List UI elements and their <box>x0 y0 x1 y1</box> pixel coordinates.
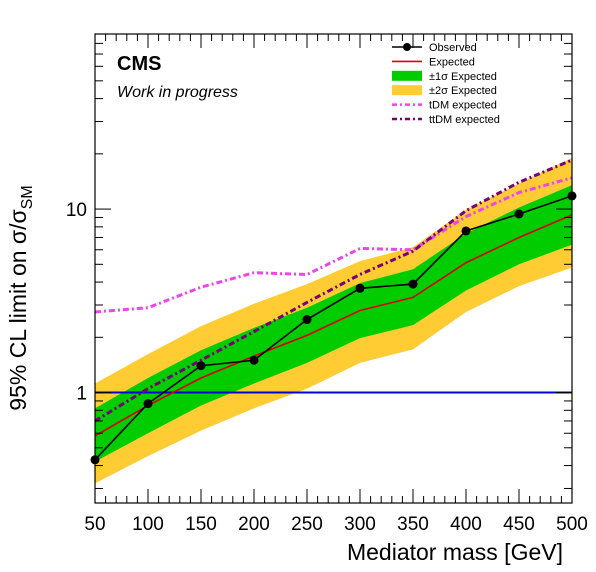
x-tick-label-400: 400 <box>450 514 482 535</box>
legend-label-observed: Observed <box>429 42 477 54</box>
legend-label-expected: Expected <box>429 56 475 68</box>
x-tick-label-250: 250 <box>291 514 323 535</box>
series-line-observed <box>94 195 573 461</box>
legend-swatch-marker-observed <box>403 43 411 51</box>
observed-point-450 <box>514 209 524 219</box>
observed-point-100 <box>143 399 153 409</box>
observed-point-400 <box>461 226 471 236</box>
series-lines <box>90 158 577 465</box>
series-line-expected <box>94 214 573 437</box>
legend-swatch-1-expected <box>392 70 422 81</box>
legend-label-1-expected: ±1σ Expected <box>429 71 497 83</box>
y-tick-label-1: 1 <box>76 384 87 405</box>
x-tick-label-50: 50 <box>84 514 105 535</box>
y-axis-title-group: 95% CL limit on σ/σSM <box>5 185 36 410</box>
observed-point-150 <box>196 361 206 371</box>
legend-swatch-2-expected <box>392 85 422 96</box>
x-tick-label-150: 150 <box>185 514 217 535</box>
y-axis-title-subscript: SM <box>19 185 36 209</box>
plot-border <box>94 33 573 504</box>
legend-label-ttdm-expected: ttDM expected <box>429 114 500 126</box>
observed-point-250 <box>302 315 312 325</box>
x-tick-label-200: 200 <box>238 514 270 535</box>
observed-point-200 <box>249 355 259 365</box>
legend: Observed Expected ±1σ Expected ±2σ Expected… <box>392 42 500 126</box>
legend-label-tdm-expected: tDM expected <box>429 100 497 112</box>
x-tick-label-350: 350 <box>397 514 429 535</box>
x-tick-label-500: 500 <box>556 514 588 535</box>
y-tick-label-10: 10 <box>66 200 87 221</box>
x-axis-title: Mediator mass [GeV] <box>347 539 563 565</box>
uncertainty-bands <box>95 157 572 484</box>
x-tick-label-100: 100 <box>132 514 164 535</box>
x-tick-label-450: 450 <box>503 514 535 535</box>
svg-text:95% CL limit on σ/σSM: 95% CL limit on σ/σSM <box>5 185 36 410</box>
plot-frame <box>94 33 573 504</box>
x-tick-label-300: 300 <box>344 514 376 535</box>
series-line-tdm <box>94 176 573 314</box>
axis-ticks: 50 100 150 200 250 300 350 400 450 500 1 10 <box>66 33 588 535</box>
y-axis-title: 95% CL limit on σ/σ <box>5 209 31 410</box>
experiment-label: CMS <box>117 53 161 75</box>
legend-label-2-expected: ±2σ Expected <box>429 85 497 97</box>
observed-point-300 <box>355 283 365 293</box>
series-line-ttdm <box>94 158 573 423</box>
observed-point-350 <box>408 279 418 289</box>
status-label: Work in progress <box>117 84 238 101</box>
